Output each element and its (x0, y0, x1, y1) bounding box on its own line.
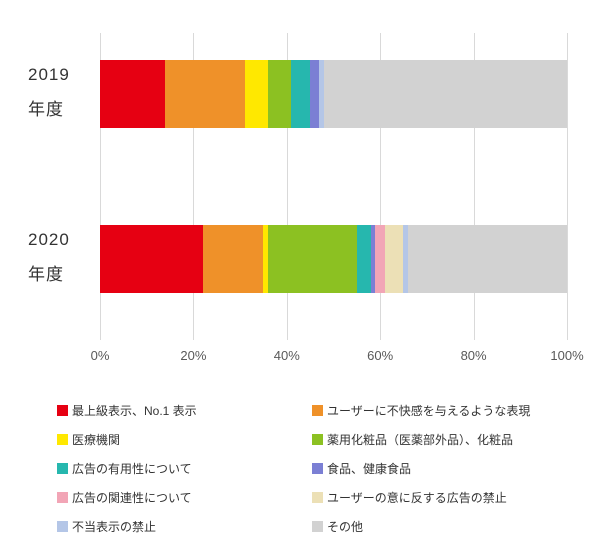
gridline (473, 33, 475, 340)
legend-swatch (57, 492, 68, 503)
bar-segment (375, 225, 385, 293)
bar-segment (403, 225, 409, 293)
legend-label: その他 (327, 520, 364, 534)
legend-label: 食品、健康食品 (327, 462, 412, 476)
x-tick-label: 60% (367, 348, 394, 363)
legend-swatch (312, 405, 323, 416)
legend-item: 医療機関 (57, 425, 312, 454)
bar-segment (408, 225, 567, 293)
legend-item: 不当表示の禁止 (57, 512, 312, 540)
bar-segment (100, 225, 203, 293)
category-label-line: 2020 (28, 230, 70, 249)
legend-item: 薬用化粧品（医薬部外品）、化粧品 (312, 425, 569, 454)
legend-label: 不当表示の禁止 (72, 520, 157, 534)
gridline (193, 33, 195, 340)
legend-label: 薬用化粧品（医薬部外品）、化粧品 (327, 433, 514, 447)
legend-label: ユーザーの意に反する広告の禁止 (327, 491, 507, 505)
gridline (567, 33, 568, 340)
legend-item: 広告の関連性について (57, 483, 312, 512)
bar-segment (324, 60, 567, 128)
legend-swatch (57, 434, 68, 445)
legend-item: 食品、健康食品 (312, 454, 569, 483)
legend: 最上級表示、No.1 表示 ユーザーに不快感を与えるような表現医療機関 薬用化粧品（… (57, 396, 569, 540)
legend-item: 最上級表示、No.1 表示 (57, 396, 312, 425)
bar-segment (268, 225, 357, 293)
legend-swatch (57, 463, 68, 474)
legend-label: 広告の関連性について (72, 491, 192, 505)
bar-segment (263, 225, 269, 293)
bar-segment (319, 60, 325, 128)
gridline (380, 33, 382, 340)
x-tick-label: 80% (460, 348, 487, 363)
bar-segment (384, 225, 404, 293)
legend-label: 最上級表示、No.1 表示 (72, 404, 197, 418)
legend-item: ユーザーに不快感を与えるような表現 (312, 396, 569, 425)
legend-swatch (312, 434, 323, 445)
x-axis: 0% 20% 40% 60% 80% 100% (91, 348, 584, 366)
gridline (100, 33, 101, 340)
bar-row (100, 225, 567, 293)
legend-item: その他 (312, 512, 569, 540)
bar-segment (310, 60, 320, 128)
bar-segment (100, 60, 166, 128)
bar-segment (244, 60, 269, 128)
legend-swatch (312, 463, 323, 474)
bar-segment (356, 225, 371, 293)
category-label-line: 年度 (28, 100, 64, 119)
x-tick-label: 40% (273, 348, 300, 363)
legend-item: 広告の有用性について (57, 454, 312, 483)
category-label: 2020 年度 (28, 222, 70, 292)
x-tick-label: 0% (90, 348, 110, 363)
legend-label: 広告の有用性について (72, 462, 192, 476)
legend-swatch (312, 492, 323, 503)
gridline (286, 33, 288, 340)
bar-segment (165, 60, 245, 128)
legend-label: ユーザーに不快感を与えるような表現 (327, 404, 531, 418)
legend-swatch (57, 405, 68, 416)
bar-segment (268, 60, 292, 128)
plot-area (100, 30, 568, 340)
x-tick-label: 20% (180, 348, 207, 363)
legend-swatch (312, 521, 323, 532)
x-tick-label: 100% (550, 348, 584, 363)
category-label-line: 年度 (28, 265, 64, 284)
legend-label: 医療機関 (72, 433, 121, 447)
bar-row (100, 60, 567, 128)
category-label-line: 2019 (28, 65, 70, 84)
bar-segment (202, 225, 264, 293)
bar-segment (370, 225, 376, 293)
legend-swatch (57, 521, 68, 532)
legend-item: ユーザーの意に反する広告の禁止 (312, 483, 569, 512)
category-label: 2019 年度 (28, 57, 70, 127)
bar-segment (291, 60, 311, 128)
